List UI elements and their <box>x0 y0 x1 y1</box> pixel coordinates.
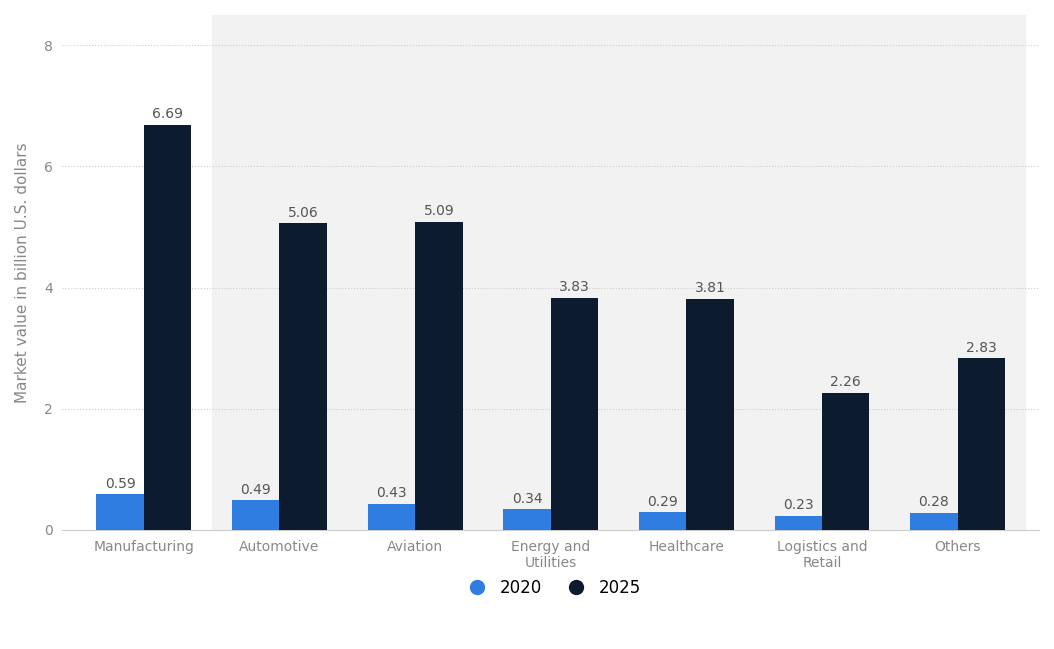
Text: 0.23: 0.23 <box>783 498 814 512</box>
Text: 2.83: 2.83 <box>965 341 997 355</box>
Text: 0.34: 0.34 <box>511 492 543 506</box>
Bar <box>212 15 483 530</box>
Bar <box>503 509 551 530</box>
Text: 5.09: 5.09 <box>424 204 454 218</box>
Bar <box>755 15 1026 530</box>
Text: 6.69: 6.69 <box>152 107 183 121</box>
Bar <box>686 299 734 530</box>
Text: 3.81: 3.81 <box>695 282 725 295</box>
Text: 0.43: 0.43 <box>376 486 407 500</box>
Bar <box>551 298 599 530</box>
Bar <box>143 125 192 530</box>
Bar <box>368 504 415 530</box>
Text: 2.26: 2.26 <box>831 375 861 389</box>
Bar <box>96 494 143 530</box>
Bar <box>279 223 327 530</box>
Bar <box>775 516 822 530</box>
Bar <box>911 513 958 530</box>
Y-axis label: Market value in billion U.S. dollars: Market value in billion U.S. dollars <box>15 142 30 403</box>
Bar <box>415 221 463 530</box>
Text: 0.59: 0.59 <box>104 476 136 491</box>
Bar <box>958 358 1006 530</box>
Text: 0.29: 0.29 <box>647 495 678 509</box>
Text: 0.49: 0.49 <box>240 483 271 496</box>
Bar <box>639 512 686 530</box>
Bar <box>232 500 279 530</box>
Text: 0.28: 0.28 <box>918 495 950 509</box>
Bar <box>483 15 755 530</box>
Bar <box>822 393 870 530</box>
Text: 3.83: 3.83 <box>559 280 590 294</box>
Legend: 2020, 2025: 2020, 2025 <box>453 572 648 604</box>
Text: 5.06: 5.06 <box>288 206 318 220</box>
